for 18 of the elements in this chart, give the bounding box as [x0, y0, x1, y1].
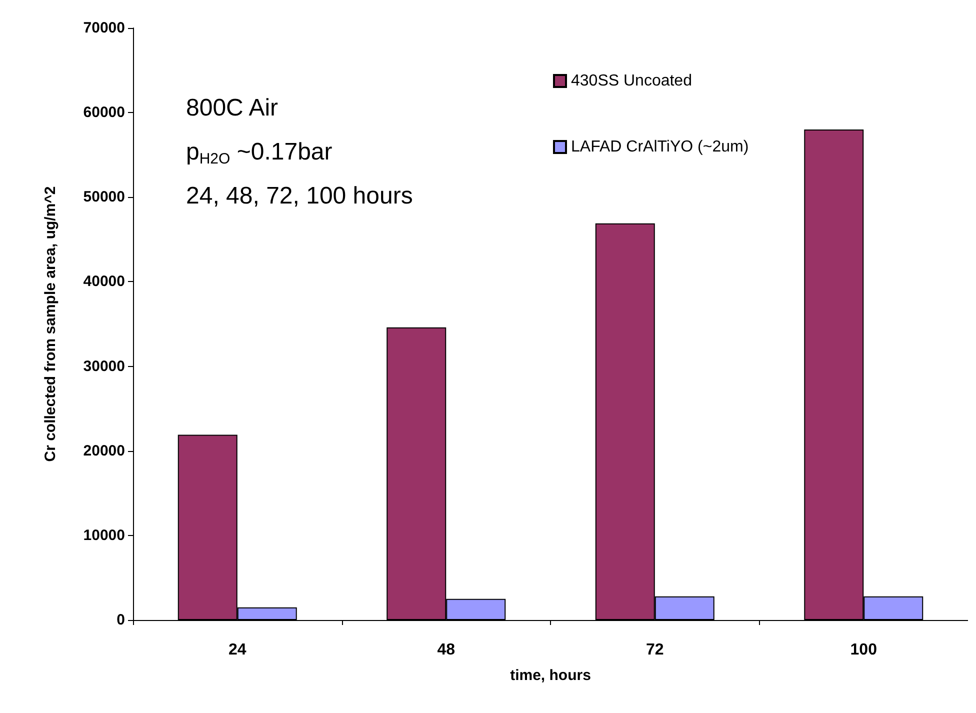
y-tick-label: 20000 — [83, 442, 125, 460]
x-tick-label: 100 — [850, 642, 878, 658]
y-tick-label: 30000 — [83, 358, 125, 375]
x-axis-title: time, hours — [510, 667, 591, 684]
y-tick-label: 70000 — [83, 20, 125, 36]
y-tick-label: 0 — [116, 612, 125, 628]
y-tick-label: 60000 — [83, 104, 125, 122]
y-tick-label: 40000 — [83, 273, 125, 290]
x-tick-label: 48 — [437, 642, 456, 658]
y-tick-label: 50000 — [83, 188, 125, 206]
legend-label: LAFAD CrAlTiYO (~2um) — [571, 138, 749, 156]
x-tick-label: 24 — [228, 642, 246, 658]
y-tick-label: 10000 — [83, 526, 125, 544]
annotation: 800C Air — [186, 94, 278, 122]
y-axis-title: Cr collected from sample area, ug/m^2 — [42, 186, 59, 462]
annotation: 24, 48, 72, 100 hours — [186, 182, 413, 210]
legend-label: 430SS Uncoated — [571, 72, 692, 90]
x-tick-label: 72 — [646, 642, 664, 658]
